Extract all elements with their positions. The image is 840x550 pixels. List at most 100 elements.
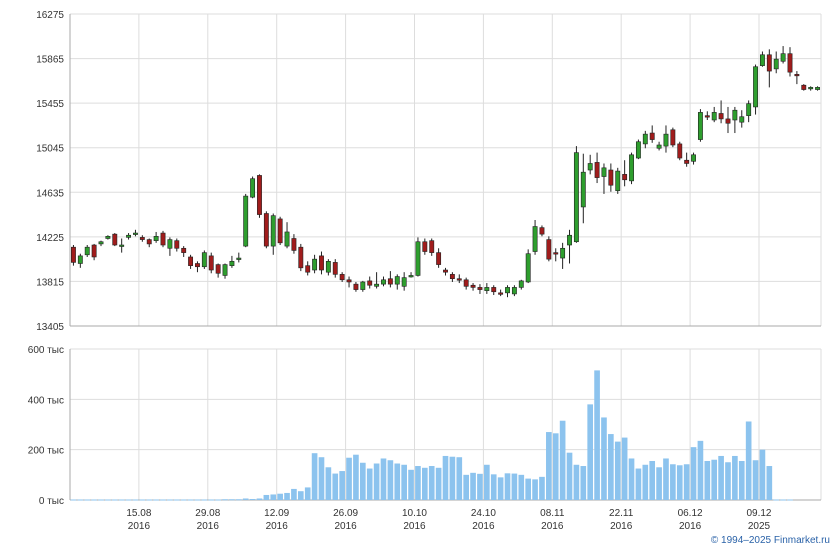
- candle-body: [415, 241, 421, 276]
- volume-bar: [546, 432, 552, 500]
- volume-bar: [201, 499, 208, 501]
- price-tick-label: 15455: [36, 99, 64, 110]
- candle: [346, 276, 352, 288]
- candle: [594, 152, 600, 184]
- candle: [580, 153, 586, 224]
- candle-body: [339, 274, 345, 281]
- candle-body: [387, 278, 393, 285]
- volume-bar: [780, 499, 786, 501]
- candle: [677, 141, 683, 161]
- volume-bar: [642, 464, 649, 500]
- volume-bar: [566, 452, 573, 500]
- volume-bar: [84, 499, 91, 501]
- volume-bar: [125, 499, 132, 501]
- volume-bar: [373, 463, 380, 500]
- candle: [401, 272, 407, 291]
- volume-bar: [215, 499, 221, 501]
- candle-body: [353, 283, 359, 290]
- candle-body: [84, 246, 90, 256]
- candle-body: [546, 239, 552, 260]
- volume-bar: [284, 492, 290, 500]
- price-tick-label: 16275: [36, 10, 64, 21]
- candle-body: [449, 274, 455, 280]
- volume-bar: [621, 437, 628, 500]
- year-tick-label: 2016: [128, 521, 151, 532]
- candle-body: [629, 154, 634, 182]
- candle-body: [560, 247, 566, 259]
- volume-bar: [759, 449, 766, 500]
- candle: [105, 235, 111, 240]
- volume-bar: [194, 499, 201, 501]
- candle: [133, 229, 138, 237]
- candle: [153, 231, 159, 243]
- volume-bar: [580, 466, 587, 500]
- volume-bar: [139, 499, 146, 501]
- candle-body: [236, 257, 242, 260]
- candle-body: [305, 265, 311, 273]
- candle-body: [284, 231, 290, 247]
- volume-bar: [587, 404, 594, 500]
- volume-bar: [752, 460, 759, 500]
- volume-bar: [118, 499, 125, 501]
- candle-body: [525, 253, 531, 283]
- volume-bar: [180, 499, 187, 501]
- candle-body: [691, 154, 696, 162]
- candle-body: [622, 174, 628, 181]
- candle-body: [794, 74, 800, 77]
- candle-body: [463, 279, 469, 287]
- volume-bar: [442, 455, 449, 500]
- volume-bar: [718, 455, 724, 500]
- price-tick-label: 14635: [36, 188, 64, 199]
- candle: [77, 253, 83, 268]
- volume-bar: [738, 460, 745, 500]
- candle: [394, 274, 400, 290]
- candle-body: [332, 262, 338, 275]
- candle: [257, 174, 262, 218]
- volume-bar: [525, 478, 532, 500]
- candle: [780, 46, 786, 64]
- candle-body: [160, 232, 166, 246]
- year-tick-label: 2016: [334, 521, 357, 532]
- volume-bar: [614, 441, 621, 500]
- candle-body: [312, 258, 318, 271]
- volume-bar: [497, 477, 504, 500]
- candle: [725, 106, 731, 134]
- candle: [449, 272, 455, 282]
- candle-body: [732, 109, 738, 121]
- copyright-link[interactable]: © 1994–2025 Finmarket.ru: [710, 535, 830, 546]
- candle: [663, 125, 669, 153]
- year-tick-label: 2016: [472, 521, 495, 532]
- candle: [208, 252, 214, 274]
- candle-body: [615, 170, 621, 191]
- volume-bar: [552, 433, 559, 500]
- candle-body: [801, 84, 807, 90]
- candle-body: [77, 255, 83, 264]
- volume-bar: [105, 499, 111, 501]
- candle: [126, 233, 132, 240]
- candle-body: [243, 195, 249, 247]
- candle: [360, 280, 366, 292]
- candle: [691, 152, 696, 165]
- date-tick-label: 06.12: [678, 508, 703, 519]
- candle-body: [649, 132, 655, 140]
- volume-bar: [539, 476, 545, 500]
- candle: [649, 125, 655, 143]
- candle-body: [360, 281, 366, 290]
- candle-body: [704, 115, 710, 118]
- candle-body: [759, 54, 765, 66]
- candle: [250, 176, 256, 199]
- volume-bar: [745, 421, 752, 500]
- volume-bar: [332, 473, 339, 500]
- volume-bar: [387, 460, 394, 500]
- candle-body: [718, 113, 724, 120]
- candle: [808, 86, 814, 91]
- volume-bar: [111, 499, 118, 501]
- candle-body: [319, 255, 324, 271]
- volume-bar: [532, 479, 538, 500]
- candle: [195, 261, 200, 273]
- volume-bar: [291, 488, 297, 500]
- volume-bar: [518, 474, 525, 500]
- candle: [422, 238, 428, 255]
- candle: [608, 163, 614, 192]
- candle: [381, 276, 386, 287]
